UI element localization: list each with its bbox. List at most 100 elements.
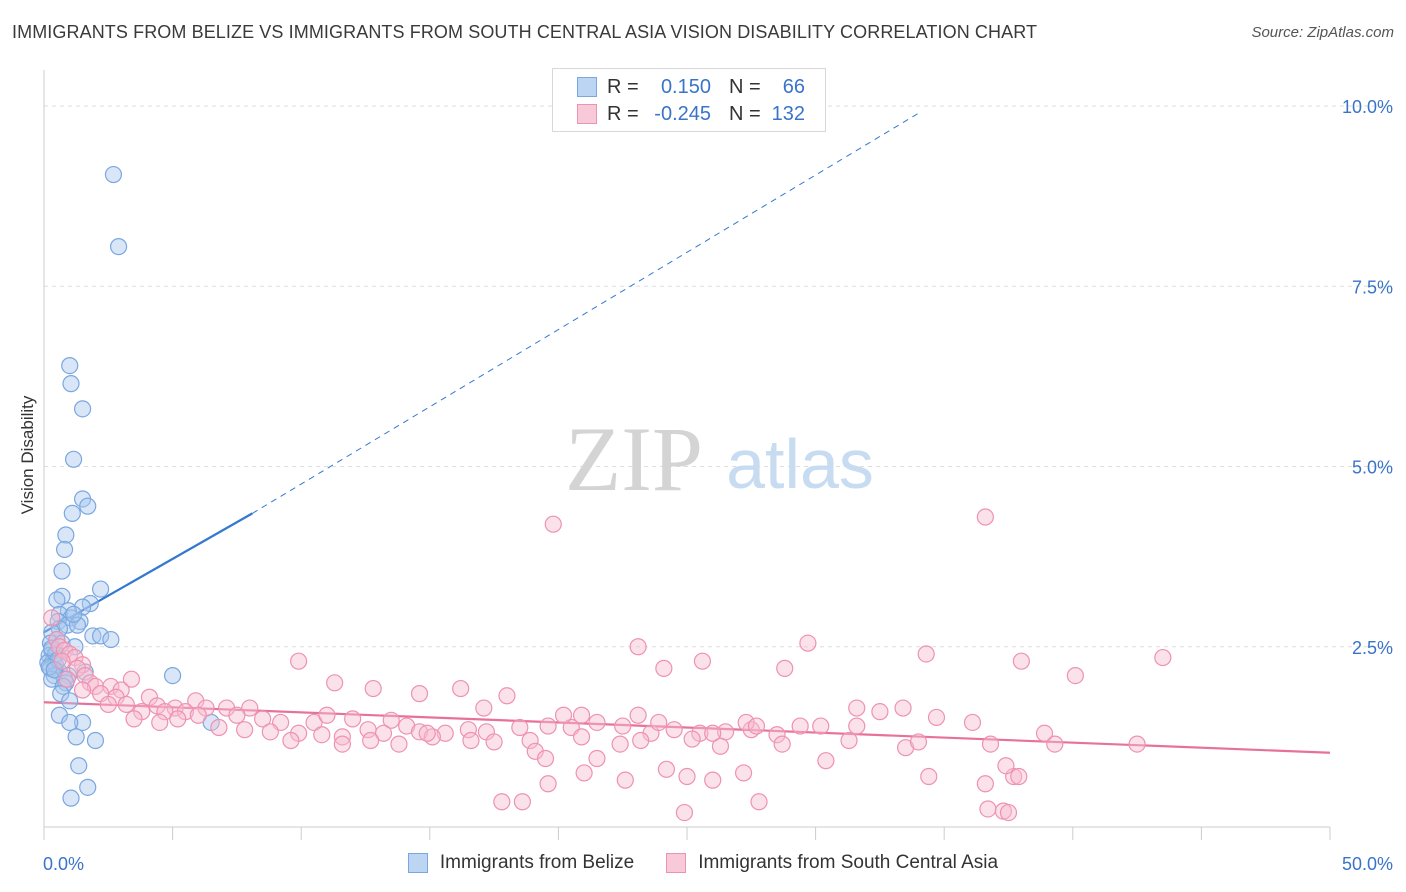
south-central-asia-point (99, 695, 117, 714)
legend: R = 0.150 N = 66 R = -0.245 N = 132 (552, 68, 826, 132)
south-central-asia-point (374, 724, 393, 742)
south-central-asia-point (493, 793, 511, 811)
series-legend-belize: Immigrants from Belize (407, 852, 635, 874)
south-central-asia-point (704, 724, 722, 742)
south-central-asia-point (344, 710, 362, 728)
south-central-asia-point (452, 679, 470, 698)
south-central-asia-point (462, 731, 480, 750)
series-label-south-central-asia: Immigrants from South Central Asia (698, 852, 999, 873)
south-central-asia-point (611, 735, 629, 753)
legend-n-value-south-central-asia: 132 (771, 102, 805, 125)
south-central-asia-point (704, 771, 722, 789)
south-central-asia-point (125, 710, 143, 728)
belize-point (73, 400, 92, 418)
south-central-asia-point (657, 760, 676, 778)
south-central-asia-point (236, 721, 254, 739)
south-central-asia-point (326, 674, 344, 692)
south-central-asia-point (917, 645, 935, 663)
south-central-asia-point (318, 706, 336, 724)
south-central-asia-point (750, 793, 768, 811)
watermark-zip: ZIP (565, 408, 703, 510)
series-legend-south-central-asia: Immigrants from South Central Asia (666, 852, 998, 874)
south-central-asia-point (156, 703, 174, 721)
south-central-asia-point (999, 803, 1018, 822)
belize-point (73, 713, 92, 732)
series-legend: Immigrants from Belize Immigrants from S… (0, 852, 1406, 874)
south-central-asia-point (498, 687, 516, 705)
south-central-asia-point (629, 706, 647, 724)
south-central-asia-point (711, 737, 730, 755)
south-central-asia-point (981, 735, 1000, 753)
south-central-asia-point (521, 731, 539, 750)
x-tick-label: 50.0% (1342, 854, 1393, 874)
trend-lines (43, 112, 1331, 754)
south-central-asia-point (418, 724, 436, 742)
legend-r-label: R = (607, 75, 639, 98)
south-central-asia-point (616, 771, 634, 789)
south-central-asia-point (840, 731, 858, 750)
south-central-asia-point (511, 718, 529, 737)
south-central-asia-point (734, 764, 753, 782)
south-central-asia-point (871, 703, 889, 721)
south-central-asia-point (1046, 735, 1064, 753)
south-central-asia-point (282, 731, 300, 750)
south-central-asia-point (683, 730, 701, 748)
belize-point (164, 666, 182, 685)
south-central-asia-point (290, 652, 308, 670)
belize-point (68, 616, 87, 634)
belize-point (57, 526, 75, 544)
legend-r-value-south-central-asia: -0.245 (654, 102, 711, 125)
y-tick-label: 5.0% (1352, 458, 1393, 478)
south-central-asia-point (817, 752, 835, 770)
south-central-asia-point (151, 713, 169, 732)
south-central-asia-point (539, 775, 557, 793)
south-central-asia-point (588, 749, 606, 768)
belize-point (61, 713, 79, 732)
south-central-asia-point (362, 731, 380, 750)
south-central-asia-point (73, 681, 92, 699)
south-central-asia-point (241, 699, 259, 717)
belize-point (91, 580, 110, 598)
south-central-asia-point (678, 767, 696, 786)
south-central-asia-point (572, 706, 591, 724)
south-central-asia-point (166, 699, 184, 717)
x-tick-label: 0.0% (43, 854, 84, 874)
south-central-asia-point (544, 515, 562, 533)
south-central-asia-point (382, 711, 400, 729)
south-central-asia-point (920, 767, 938, 786)
belize-point (61, 356, 79, 375)
belize-point (63, 504, 81, 522)
series-swatch-belize (407, 853, 428, 873)
belize-point (48, 591, 66, 609)
south-central-asia-point (976, 508, 994, 526)
south-central-asia-point (1154, 648, 1172, 667)
south-central-asia-point (979, 800, 997, 818)
south-central-asia-point (1010, 767, 1028, 786)
series-label-belize: Immigrants from Belize (439, 852, 635, 873)
south-central-asia-point (122, 670, 141, 688)
legend-swatch-south-central-asia (577, 104, 597, 124)
tick-labels: 2.5% 5.0% 7.5% 10.0% 0.0% 50.0% (43, 97, 1393, 874)
south-central-asia-point (554, 706, 573, 724)
south-central-asia-point (848, 699, 866, 717)
legend-n-label: N = (729, 102, 761, 125)
south-central-asia-point (333, 735, 351, 753)
south-central-asia-point (747, 717, 766, 735)
legend-row-belize: R = 0.150 N = 66 (577, 75, 805, 99)
south-central-asia-point (228, 706, 246, 724)
belize-point (91, 627, 110, 645)
south-central-asia-point (58, 670, 76, 688)
axes (43, 70, 1331, 840)
belize-point (64, 605, 83, 623)
belize-point (61, 692, 79, 710)
south-central-asia-point (1035, 724, 1054, 742)
south-central-asia-point (254, 710, 272, 728)
south-central-asia-point (313, 726, 331, 744)
south-central-asia-point (53, 652, 71, 670)
belize-point (62, 375, 80, 393)
legend-row-south-central-asia: R = -0.245 N = 132 (577, 102, 805, 126)
south-central-asia-point (536, 749, 555, 768)
south-central-asia-point (693, 652, 712, 670)
belize-point (102, 630, 120, 649)
belize-point (67, 728, 85, 746)
